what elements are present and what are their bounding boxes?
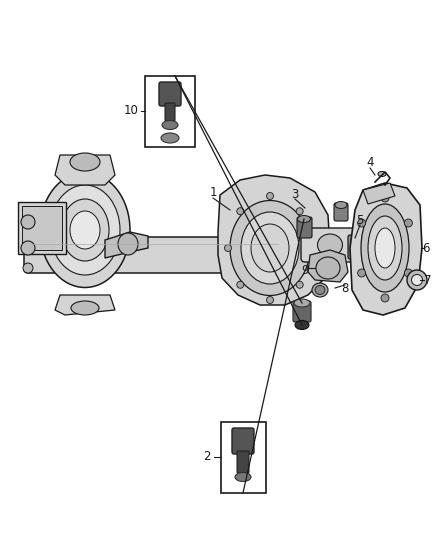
Ellipse shape bbox=[297, 215, 311, 222]
Ellipse shape bbox=[404, 219, 413, 227]
Polygon shape bbox=[105, 232, 148, 258]
Text: 2: 2 bbox=[203, 450, 211, 464]
Ellipse shape bbox=[378, 172, 386, 176]
Polygon shape bbox=[55, 155, 115, 185]
Ellipse shape bbox=[295, 320, 309, 329]
Polygon shape bbox=[55, 295, 115, 315]
Ellipse shape bbox=[71, 301, 99, 315]
FancyBboxPatch shape bbox=[237, 451, 249, 473]
Ellipse shape bbox=[315, 286, 325, 295]
Ellipse shape bbox=[266, 296, 273, 303]
Ellipse shape bbox=[357, 269, 366, 277]
Ellipse shape bbox=[316, 257, 340, 279]
Text: 4: 4 bbox=[366, 157, 374, 169]
Polygon shape bbox=[350, 183, 422, 315]
Text: 8: 8 bbox=[341, 281, 349, 295]
Ellipse shape bbox=[237, 281, 244, 288]
Text: 5: 5 bbox=[356, 214, 364, 227]
Ellipse shape bbox=[251, 224, 289, 272]
Ellipse shape bbox=[21, 215, 35, 229]
Polygon shape bbox=[363, 183, 395, 204]
FancyBboxPatch shape bbox=[165, 103, 175, 121]
FancyBboxPatch shape bbox=[301, 228, 369, 262]
Ellipse shape bbox=[61, 199, 109, 261]
Ellipse shape bbox=[368, 216, 402, 280]
Bar bbox=[221, 422, 266, 493]
Ellipse shape bbox=[161, 133, 179, 143]
FancyBboxPatch shape bbox=[232, 428, 254, 454]
Ellipse shape bbox=[266, 192, 273, 199]
Polygon shape bbox=[218, 175, 330, 305]
Ellipse shape bbox=[225, 245, 232, 252]
Text: 3: 3 bbox=[291, 188, 299, 200]
Ellipse shape bbox=[361, 204, 409, 292]
Bar bbox=[18, 202, 66, 254]
FancyBboxPatch shape bbox=[297, 217, 312, 238]
Ellipse shape bbox=[294, 299, 310, 307]
Text: 1: 1 bbox=[209, 187, 217, 199]
FancyBboxPatch shape bbox=[159, 82, 181, 106]
FancyBboxPatch shape bbox=[24, 237, 284, 273]
FancyBboxPatch shape bbox=[348, 235, 360, 259]
Ellipse shape bbox=[237, 208, 244, 215]
Text: 9: 9 bbox=[301, 263, 309, 277]
Ellipse shape bbox=[241, 212, 299, 284]
Ellipse shape bbox=[296, 208, 303, 215]
Ellipse shape bbox=[40, 173, 130, 287]
Text: 7: 7 bbox=[424, 273, 432, 287]
Ellipse shape bbox=[381, 294, 389, 302]
Ellipse shape bbox=[235, 472, 251, 481]
Text: 10: 10 bbox=[124, 104, 138, 117]
Ellipse shape bbox=[375, 228, 395, 268]
Ellipse shape bbox=[335, 201, 347, 208]
Polygon shape bbox=[308, 250, 348, 282]
Ellipse shape bbox=[21, 241, 35, 255]
Ellipse shape bbox=[118, 233, 138, 255]
Ellipse shape bbox=[318, 234, 343, 256]
Ellipse shape bbox=[381, 194, 389, 202]
Ellipse shape bbox=[357, 219, 366, 227]
Ellipse shape bbox=[50, 185, 120, 275]
Ellipse shape bbox=[312, 283, 328, 297]
Ellipse shape bbox=[23, 263, 33, 273]
Ellipse shape bbox=[296, 281, 303, 288]
Ellipse shape bbox=[70, 153, 100, 171]
Ellipse shape bbox=[162, 120, 178, 130]
FancyBboxPatch shape bbox=[334, 203, 348, 221]
Ellipse shape bbox=[404, 269, 413, 277]
Ellipse shape bbox=[407, 270, 427, 290]
Ellipse shape bbox=[411, 274, 423, 286]
Ellipse shape bbox=[230, 200, 310, 295]
Bar bbox=[22, 206, 62, 250]
Ellipse shape bbox=[70, 211, 100, 249]
FancyBboxPatch shape bbox=[293, 301, 311, 322]
Ellipse shape bbox=[308, 245, 315, 252]
Text: 6: 6 bbox=[422, 241, 430, 254]
Bar bbox=[145, 76, 195, 147]
